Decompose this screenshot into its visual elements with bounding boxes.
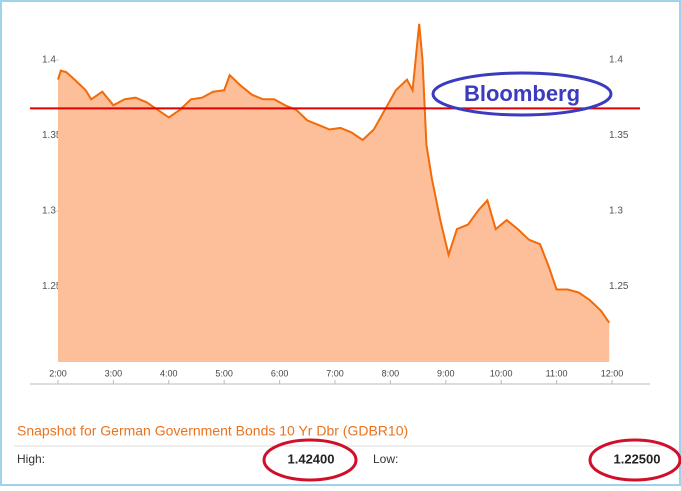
- highlight-ellipse: [588, 438, 681, 482]
- x-tick-label: 12:00: [601, 368, 624, 378]
- x-tick-label: 5:00: [215, 368, 233, 378]
- footer-title: Snapshot for German Government Bonds 10 …: [17, 423, 408, 439]
- y2-tick-label: 1.35: [609, 130, 629, 141]
- x-tick-label: 10:00: [490, 368, 513, 378]
- x-tick-label: 2:00: [49, 368, 67, 378]
- y-tick-label: 1.25: [42, 281, 62, 292]
- y-tick-label: 1.35: [42, 130, 62, 141]
- x-tick-label: 6:00: [271, 368, 289, 378]
- y2-tick-label: 1.4: [609, 55, 623, 66]
- line: [57, 23, 611, 324]
- annotation: Bloomberg: [464, 81, 580, 106]
- high-value: 1.42400: [288, 451, 335, 466]
- x-tick-label: 9:00: [437, 368, 455, 378]
- annotation-ellipse: [431, 71, 613, 117]
- low-value: 1.22500: [614, 451, 661, 466]
- x-tick-label: 7:00: [326, 368, 344, 378]
- y-tick-label: 1.3: [42, 206, 56, 217]
- low-label: Low:: [373, 452, 398, 466]
- high-label: High:: [17, 452, 45, 466]
- y2-tick-label: 1.3: [609, 206, 623, 217]
- highlight-ellipse: [262, 438, 358, 482]
- x-tick-label: 11:00: [546, 368, 568, 378]
- y-tick-label: 1.4: [42, 55, 56, 66]
- x-tick-label: 8:00: [382, 368, 400, 378]
- x-tick-label: 3:00: [105, 368, 123, 378]
- y2-tick-label: 1.25: [609, 281, 629, 292]
- x-tick-label: 4:00: [160, 368, 178, 378]
